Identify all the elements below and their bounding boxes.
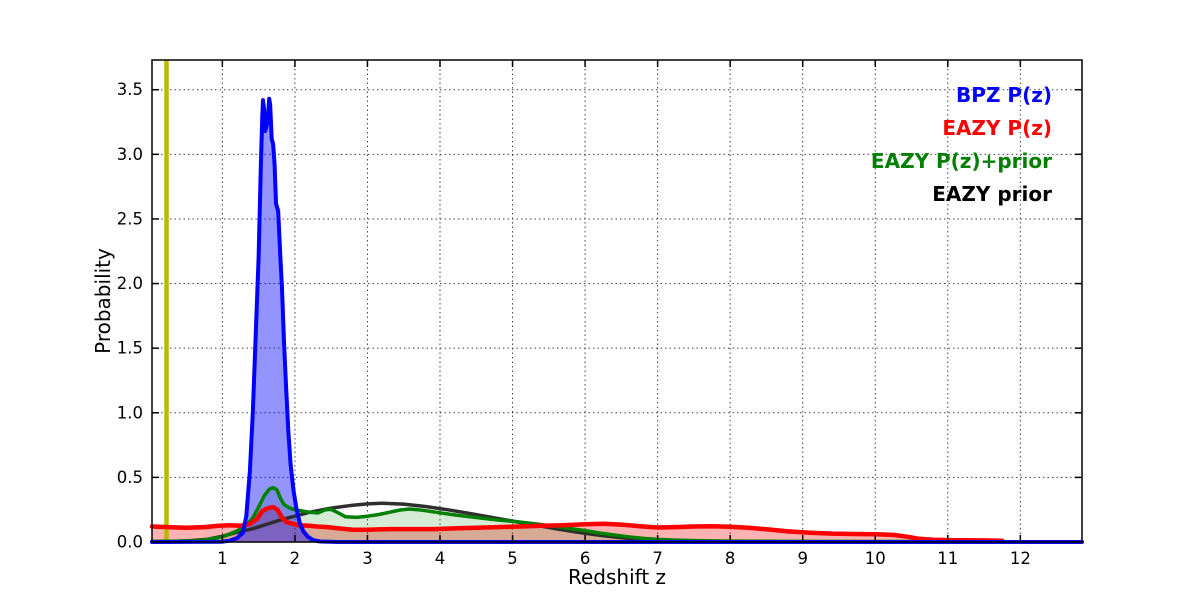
legend-item-eazy-pz: EAZY P(z) bbox=[942, 116, 1052, 140]
x-tick-label-4: 4 bbox=[435, 549, 446, 568]
legend-item-bpz-pz: BPZ P(z) bbox=[956, 83, 1052, 107]
x-tick-label-5: 5 bbox=[507, 549, 518, 568]
curve-eazy-p-z bbox=[149, 504, 1005, 543]
x-tick-label-8: 8 bbox=[725, 549, 736, 568]
curve-eazy-p-z-prior bbox=[150, 485, 1004, 544]
y-tick-label-3.5: 3.5 bbox=[117, 80, 143, 99]
y-tick-label-0.0: 0.0 bbox=[117, 533, 143, 552]
y-axis-label: Probability bbox=[91, 248, 115, 354]
x-axis-label: Redshift z bbox=[567, 565, 667, 589]
y-tick-label-1.0: 1.0 bbox=[117, 403, 143, 422]
y-tick-label-1.5: 1.5 bbox=[117, 339, 143, 358]
x-tick-label-2: 2 bbox=[290, 549, 301, 568]
legend-item-eazy-pz-prior: EAZY P(z)+prior bbox=[870, 149, 1052, 173]
x-tick-label-3: 3 bbox=[362, 549, 373, 568]
curve-bpz-p-z bbox=[150, 96, 1084, 544]
x-tick-label-1: 1 bbox=[217, 549, 228, 568]
y-tick-label-0.5: 0.5 bbox=[117, 468, 143, 487]
y-tick-label-2.5: 2.5 bbox=[117, 209, 143, 228]
x-tick-label-9: 9 bbox=[797, 549, 808, 568]
y-tick-label-2.0: 2.0 bbox=[117, 274, 143, 293]
x-tick-label-6: 6 bbox=[580, 549, 591, 568]
legend-item-eazy-prior: EAZY prior bbox=[932, 182, 1052, 206]
x-tick-label-12: 12 bbox=[1010, 549, 1031, 568]
plot-frame bbox=[151, 59, 1083, 543]
y-tick-label-3.0: 3.0 bbox=[117, 145, 143, 164]
legend: BPZ P(z) EAZY P(z) EAZY P(z)+prior EAZY … bbox=[871, 79, 1052, 211]
x-tick-label-7: 7 bbox=[652, 549, 663, 568]
x-tick-label-10: 10 bbox=[865, 549, 886, 568]
x-tick-label-11: 11 bbox=[937, 549, 958, 568]
